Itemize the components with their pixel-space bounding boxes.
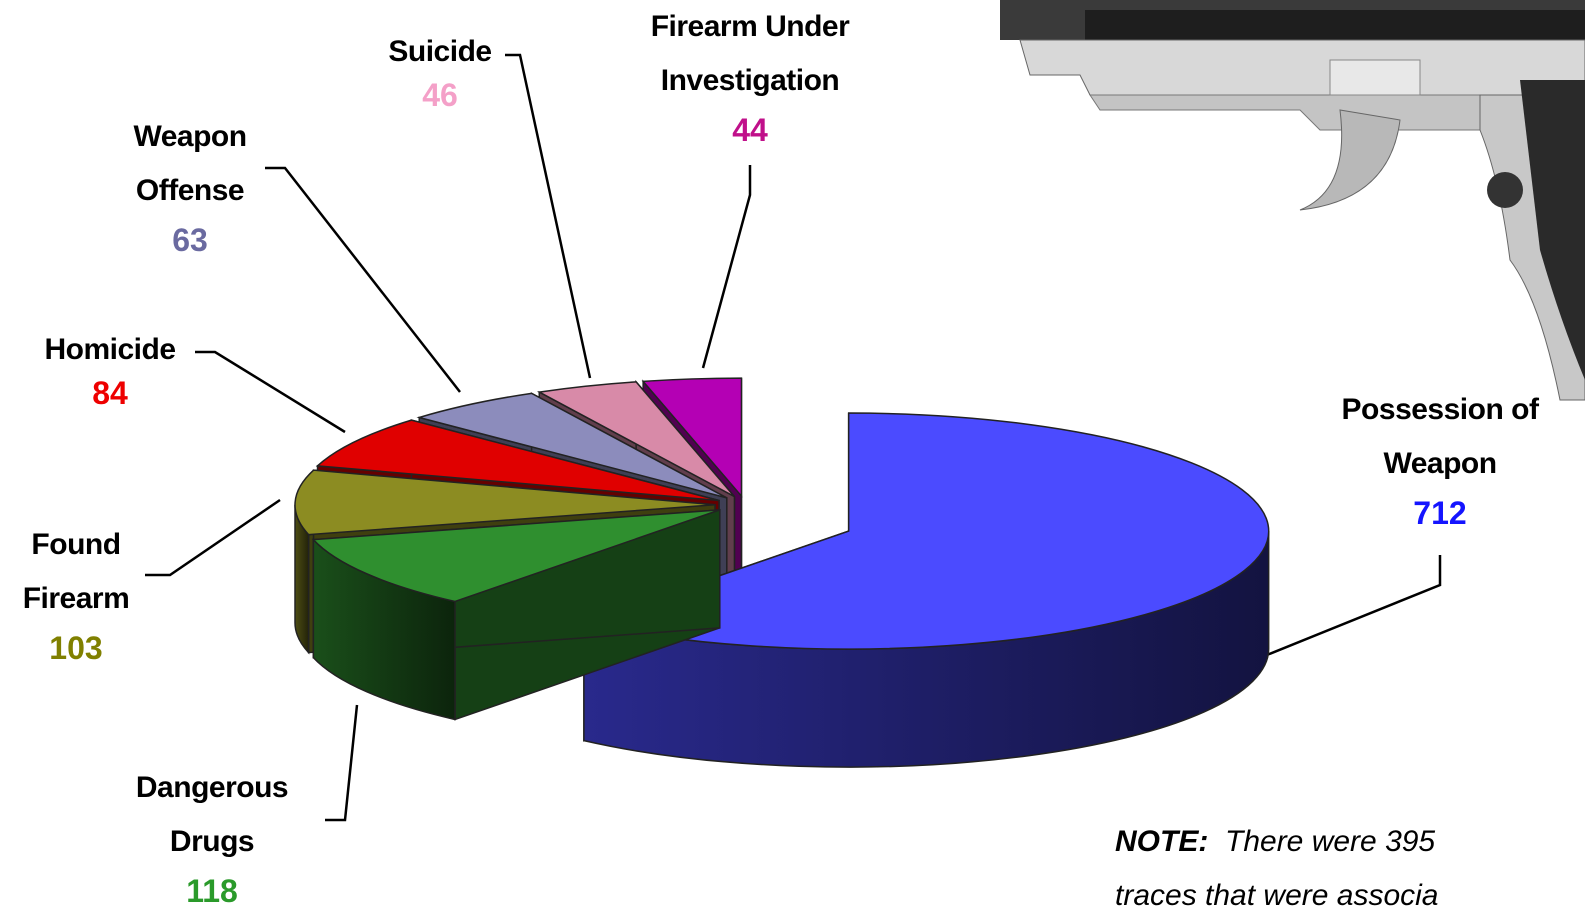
note-label: NOTE: <box>1115 825 1208 858</box>
value-label: 84 <box>30 373 190 413</box>
note: NOTE: There were 395 traces that were ass… <box>1115 815 1585 916</box>
pistol-illustration <box>1000 0 1585 400</box>
category-label: Dangerous Drugs <box>102 761 322 869</box>
category-label: Suicide <box>365 25 515 79</box>
category-label: Homicide <box>10 323 210 377</box>
value-label: 44 <box>670 110 830 150</box>
value-label: 46 <box>360 75 520 115</box>
value-label: 63 <box>110 220 270 260</box>
category-label: Weapon Offense <box>105 110 275 218</box>
category-label: Found Firearm <box>1 518 151 626</box>
page: NOTE: There were 395 traces that were ass… <box>0 0 1585 916</box>
note-line: traces that were associa <box>1115 879 1438 912</box>
value-label: 118 <box>132 871 292 911</box>
note-line: There were 395 <box>1225 825 1435 858</box>
category-label: Firearm Under Investigation <box>610 0 890 108</box>
value-label: 712 <box>1360 493 1520 533</box>
value-label: 103 <box>0 628 156 668</box>
pie <box>295 378 1269 767</box>
category-label: Possession of Weapon <box>1310 383 1570 491</box>
